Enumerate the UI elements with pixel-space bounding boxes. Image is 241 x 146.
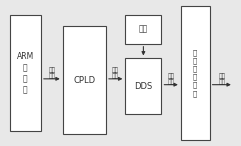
Text: 控制
信号: 控制 信号 <box>48 67 55 79</box>
Text: CPLD: CPLD <box>73 76 95 85</box>
Bar <box>10 15 41 131</box>
Bar <box>125 15 161 44</box>
Bar <box>125 58 161 114</box>
Bar <box>63 26 106 134</box>
Text: 时钟: 时钟 <box>139 25 148 34</box>
Text: 正弦
信号: 正弦 信号 <box>218 73 225 85</box>
Text: 控制
信号: 控制 信号 <box>112 67 119 79</box>
Text: 滤
波
放
大
电
路: 滤 波 放 大 电 路 <box>193 49 197 97</box>
Text: 正弦
信号: 正弦 信号 <box>167 73 175 85</box>
Text: DDS: DDS <box>134 82 153 91</box>
Bar <box>181 6 210 140</box>
Text: ARM
单
片
机: ARM 单 片 机 <box>17 52 34 94</box>
